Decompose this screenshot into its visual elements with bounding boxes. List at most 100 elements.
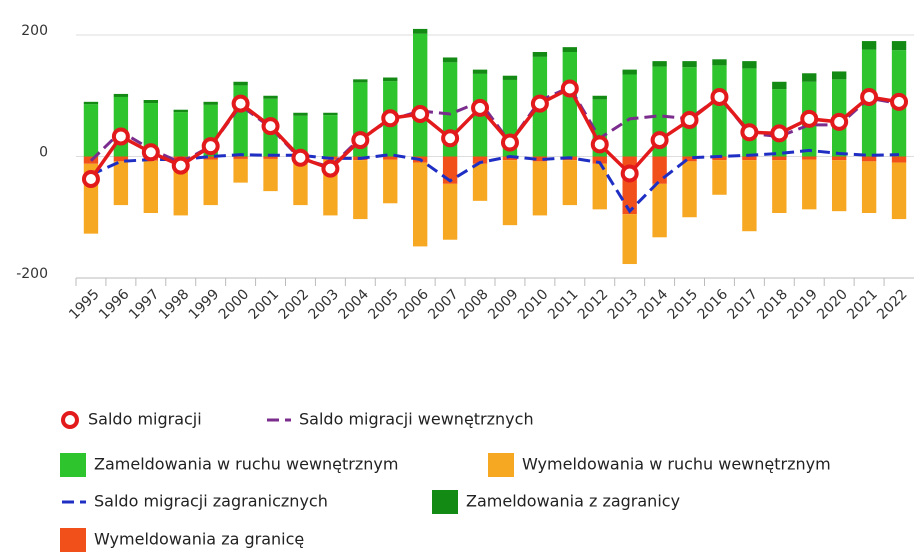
x-tick-label: 1997 [126,286,163,323]
bar [622,214,637,265]
x-tick-label: 2009 [485,286,522,323]
legend-swatch [488,453,514,477]
x-tick-label: 2014 [635,286,672,323]
point [141,143,160,162]
bar [532,161,548,216]
point [81,169,100,188]
bar [502,156,518,161]
bar [831,71,847,80]
bar [831,156,847,161]
bar [562,52,578,157]
point [590,135,609,154]
point [890,92,909,111]
x-tick-label: 2002 [276,286,313,323]
point [411,104,430,123]
bar [861,156,877,162]
point [830,112,849,131]
bar [83,101,99,105]
bar [592,156,607,164]
point [500,133,519,152]
bar [383,156,398,160]
bar [532,52,548,57]
x-tick-label: 2010 [515,286,552,323]
bar [113,161,129,206]
legend-swatch [61,411,79,429]
point [321,159,340,178]
x-tick-label: 2017 [725,286,762,323]
legend-label: Zameldowania w ruchu wewnętrznym [94,455,398,474]
bar [293,158,308,206]
line [89,86,900,180]
bar [652,156,667,184]
x-tick-label: 2022 [874,286,911,323]
bar [502,160,518,226]
bar [562,160,578,206]
bar [233,81,248,86]
point [471,98,490,117]
bar [412,162,428,247]
point [201,137,220,156]
bar [502,75,518,80]
x-tick-label: 1995 [66,286,103,323]
bar [562,47,578,53]
bar [622,69,637,75]
x-tick-label: 2019 [784,286,821,323]
bar [353,160,368,220]
x-tick-label: 2020 [814,286,851,323]
legend-label: Wymeldowania w ruchu wewnętrznym [522,455,831,474]
bar [442,57,458,63]
x-tick-label: 2011 [545,286,582,323]
bar [293,115,308,157]
bar [802,159,817,210]
x-tick-label: 2004 [335,286,372,323]
bar [742,160,757,232]
bar [472,69,488,74]
bar [742,61,757,69]
bar [831,160,847,212]
bar [293,112,308,116]
bar [682,156,697,162]
bar [682,61,697,68]
bar [772,156,787,161]
legend-swatch [60,453,86,477]
x-tick-label: 2016 [695,286,732,323]
bar [802,156,817,160]
legend-label: Saldo migracji zagranicznych [94,492,328,511]
bar [712,160,727,195]
point [261,117,280,136]
bar [203,101,218,105]
x-tick-label: 2021 [844,286,881,323]
point [530,94,549,113]
bar [802,73,817,82]
bar [772,89,787,157]
bar [203,156,218,160]
point [381,109,400,128]
bar [113,93,129,97]
bar [742,156,757,161]
y-tick-label: -200 [16,266,48,282]
bar [412,33,428,157]
bar [383,159,398,204]
bar [592,95,607,100]
bar [113,96,129,157]
x-tick-label: 2015 [665,286,702,323]
x-tick-label: 2003 [306,286,343,323]
bar [143,160,159,213]
bar [772,81,787,90]
point [740,123,759,142]
bar [143,100,159,104]
bar [891,162,907,220]
point [770,124,789,143]
bar [412,28,428,34]
bar [712,65,727,157]
bar [263,158,278,192]
point [620,164,639,183]
bar [353,79,368,83]
bar [263,95,278,99]
point [291,148,310,167]
bar [233,156,248,159]
point [680,111,699,130]
bar [472,156,488,164]
point [171,156,190,175]
legend-label: Saldo migracji [88,410,202,429]
